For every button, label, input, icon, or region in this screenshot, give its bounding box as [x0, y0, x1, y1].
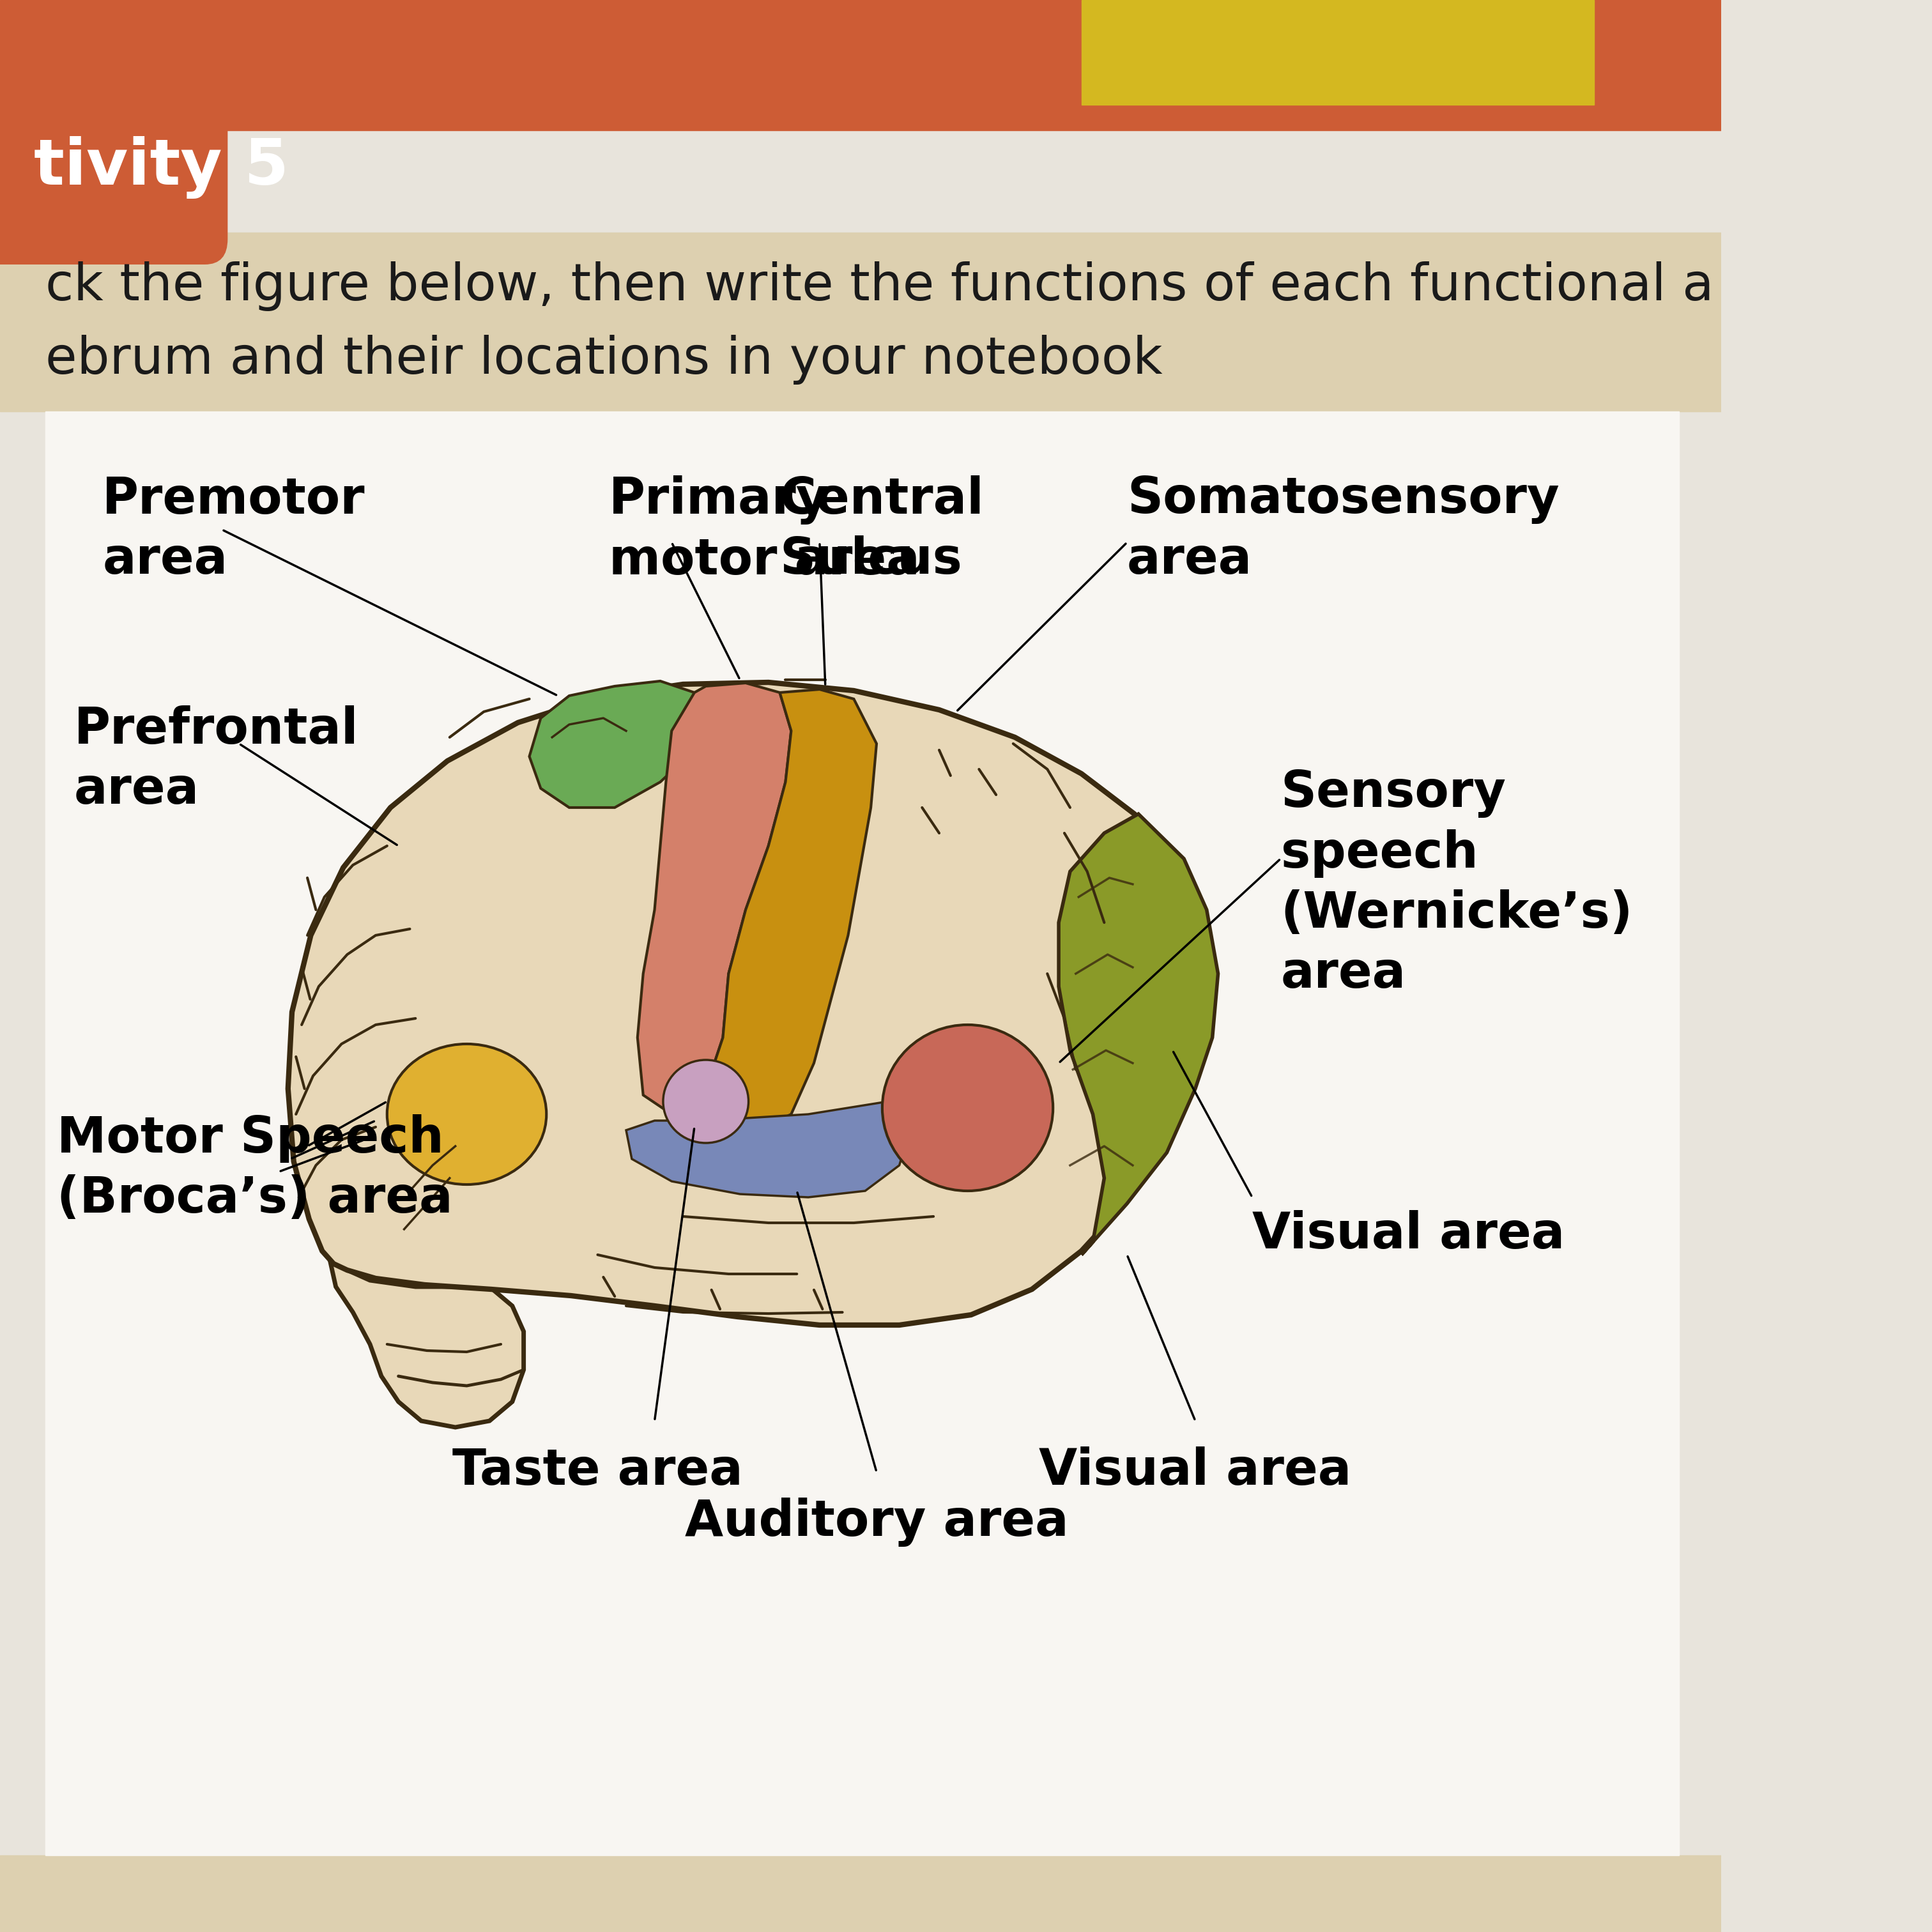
Text: tivity 5: tivity 5 [35, 135, 290, 199]
Polygon shape [626, 1101, 910, 1198]
Polygon shape [638, 684, 792, 1115]
Ellipse shape [663, 1061, 748, 1144]
Polygon shape [288, 682, 1213, 1325]
Bar [0, 1855, 1721, 1932]
Text: Visual area: Visual area [1252, 1209, 1565, 1258]
Text: Premotor
area: Premotor area [102, 475, 365, 583]
Text: Motor Speech
(Broca’s) area: Motor Speech (Broca’s) area [56, 1115, 452, 1223]
Text: Primary
motor area: Primary motor area [609, 475, 920, 585]
Text: Sensory
speech
(Wernicke’s)
area: Sensory speech (Wernicke’s) area [1281, 769, 1633, 999]
Bar [0, 232, 1721, 412]
Text: Somatosensory
area: Somatosensory area [1126, 475, 1559, 583]
FancyBboxPatch shape [0, 73, 228, 265]
Text: Visual area: Visual area [1039, 1447, 1352, 1495]
Bar [0, 0, 1721, 129]
Bar [46, 412, 1679, 1855]
Polygon shape [705, 690, 877, 1134]
Polygon shape [1059, 813, 1217, 1254]
Text: Auditory area: Auditory area [684, 1497, 1068, 1548]
Ellipse shape [883, 1024, 1053, 1190]
Polygon shape [529, 682, 705, 808]
Bar [1082, 0, 1594, 104]
Ellipse shape [386, 1043, 547, 1184]
Text: ck the figure below, then write the functions of each functional a: ck the figure below, then write the func… [46, 261, 1714, 311]
Text: Taste area: Taste area [452, 1447, 744, 1495]
Text: Central
Sulcus: Central Sulcus [781, 475, 983, 583]
Text: ebrum and their locations in your notebook: ebrum and their locations in your notebo… [46, 334, 1163, 384]
Polygon shape [330, 1262, 524, 1428]
Text: Prefrontal
area: Prefrontal area [73, 705, 359, 813]
